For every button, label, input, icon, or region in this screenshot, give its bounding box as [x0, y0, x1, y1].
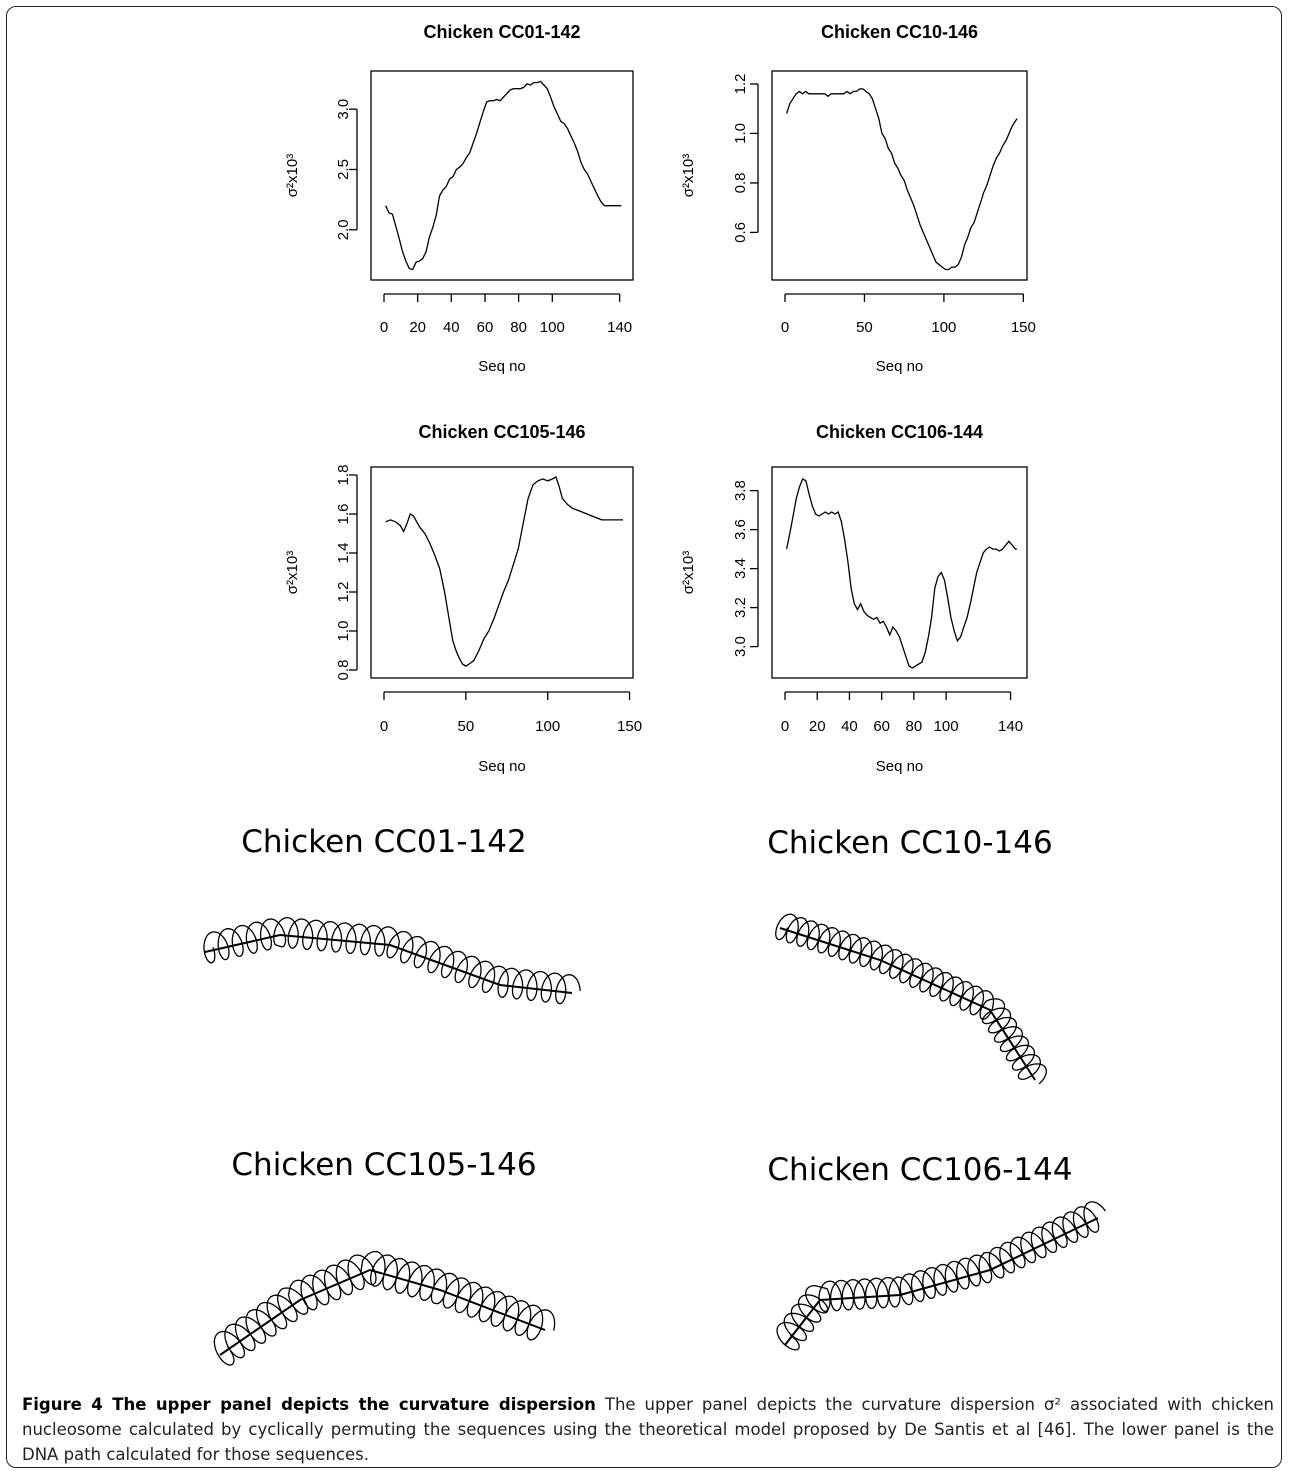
y-tick-label: 2.5 — [335, 159, 352, 180]
x-tick-label: 150 — [1011, 319, 1036, 336]
x-tick-label: 20 — [809, 718, 826, 735]
y-tick-label: 3.6 — [732, 519, 749, 540]
chart-4: Chicken CC106-144 0 20 40 60 80 100 140 Seq no 3.… — [680, 422, 1028, 775]
dna-helix — [203, 916, 581, 1005]
x-tick-label: 150 — [617, 718, 642, 735]
chart-1: Chicken CC01-142 0 20 40 60 80 100 140 Seq no 2.0… — [284, 22, 634, 375]
y-tick-label: 1.6 — [335, 504, 352, 525]
figure-frame — [6, 6, 1282, 1468]
dna-path-title: Chicken CC01-142 — [241, 824, 526, 860]
charts-group: Chicken CC01-142 0 20 40 60 80 100 140 Seq no 2.0… — [284, 22, 1036, 775]
y-tick-label: 3.8 — [732, 480, 749, 501]
x-tick-label: 0 — [781, 319, 789, 336]
y-axis-label: σ²x10³ — [284, 551, 301, 594]
x-axis-label: Seq no — [876, 358, 924, 375]
x-tick-label: 60 — [873, 718, 890, 735]
x-tick-label: 0 — [380, 319, 388, 336]
x-tick-label: 140 — [998, 718, 1023, 735]
dna-axis-line — [219, 1268, 546, 1356]
chart-2: Chicken CC10-146 0 50 100 150 Seq no 0.6 0.8 1.0… — [680, 22, 1036, 375]
plot-box — [771, 70, 1028, 281]
x-tick-label: 50 — [856, 319, 873, 336]
plot-box — [370, 70, 634, 281]
y-tick-label: 3.4 — [732, 558, 749, 579]
dna-path-panel-2: Chicken CC10-146 — [767, 825, 1053, 1085]
y-tick-label: 0.8 — [335, 660, 352, 681]
dna-helix — [775, 913, 1047, 1085]
y-axis-label: σ²x10³ — [680, 551, 697, 594]
dna-helix — [213, 1250, 556, 1366]
dna-helix — [776, 1201, 1106, 1351]
dna-path-panel-1: Chicken CC01-142 — [203, 824, 581, 1005]
y-tick-label: 0.6 — [732, 222, 749, 243]
x-tick-label: 40 — [443, 319, 460, 336]
x-tick-label: 0 — [380, 718, 388, 735]
figure-caption: Figure 4 The upper panel depicts the cur… — [22, 1392, 1274, 1467]
y-tick-label: 1.2 — [335, 582, 352, 603]
y-tick-label: 1.0 — [732, 123, 749, 144]
caption-label: Figure 4 The upper panel depicts the cur… — [22, 1395, 596, 1414]
x-tick-label: 40 — [841, 718, 858, 735]
dna-path-title: Chicken CC105-146 — [231, 1147, 536, 1183]
x-tick-label: 100 — [535, 718, 560, 735]
x-tick-label: 100 — [540, 319, 565, 336]
x-tick-label: 100 — [934, 718, 959, 735]
y-tick-label: 3.0 — [335, 99, 352, 120]
x-tick-label: 20 — [409, 319, 426, 336]
x-tick-label: 60 — [477, 319, 494, 336]
x-tick-label: 80 — [906, 718, 923, 735]
chart-title: Chicken CC105-146 — [418, 422, 585, 442]
y-tick-label: 0.8 — [732, 172, 749, 193]
y-tick-label: 2.0 — [335, 219, 352, 240]
chart-3: Chicken CC105-146 0 50 100 150 Seq no 0.8 1.0 1.… — [284, 422, 642, 775]
series-line — [785, 88, 1018, 271]
x-tick-label: 0 — [781, 718, 789, 735]
dna-path-panel-3: Chicken CC105-146 — [213, 1147, 556, 1366]
dna-path-panel-4: Chicken CC106-144 — [767, 1152, 1106, 1351]
x-tick-label: 80 — [510, 319, 527, 336]
x-axis-label: Seq no — [478, 358, 526, 375]
y-tick-label: 1.2 — [732, 74, 749, 95]
plot-box — [771, 466, 1028, 679]
x-axis-label: Seq no — [478, 758, 526, 775]
series-line — [385, 80, 622, 271]
x-tick-label: 140 — [607, 319, 632, 336]
chart-title: Chicken CC10-146 — [821, 22, 978, 42]
y-tick-label: 1.0 — [335, 621, 352, 642]
y-tick-label: 1.4 — [335, 543, 352, 564]
dna-path-title: Chicken CC10-146 — [767, 825, 1052, 861]
series-line — [785, 477, 1017, 669]
y-tick-label: 3.0 — [732, 636, 749, 657]
x-tick-label: 50 — [458, 718, 475, 735]
plot-box — [370, 466, 634, 679]
y-axis-label: σ²x10³ — [284, 154, 301, 197]
chart-title: Chicken CC106-144 — [816, 422, 983, 442]
dna-paths-group: Chicken CC01-142 Chicken CC10-146 Chicken … — [203, 824, 1106, 1366]
series-line — [385, 475, 623, 667]
y-tick-label: 1.8 — [335, 465, 352, 486]
dna-path-title: Chicken CC106-144 — [767, 1152, 1072, 1188]
x-axis-label: Seq no — [876, 758, 924, 775]
chart-title: Chicken CC01-142 — [423, 22, 580, 42]
dna-axis-line — [204, 933, 573, 994]
figure-plots: Chicken CC01-142 0 20 40 60 80 100 140 Seq no 2.0… — [203, 22, 1106, 1366]
y-axis-label: σ²x10³ — [680, 154, 697, 197]
x-tick-label: 100 — [931, 319, 956, 336]
y-tick-label: 3.2 — [732, 597, 749, 618]
caption-text: The upper panel depicts the curvature di… — [22, 1395, 1274, 1464]
